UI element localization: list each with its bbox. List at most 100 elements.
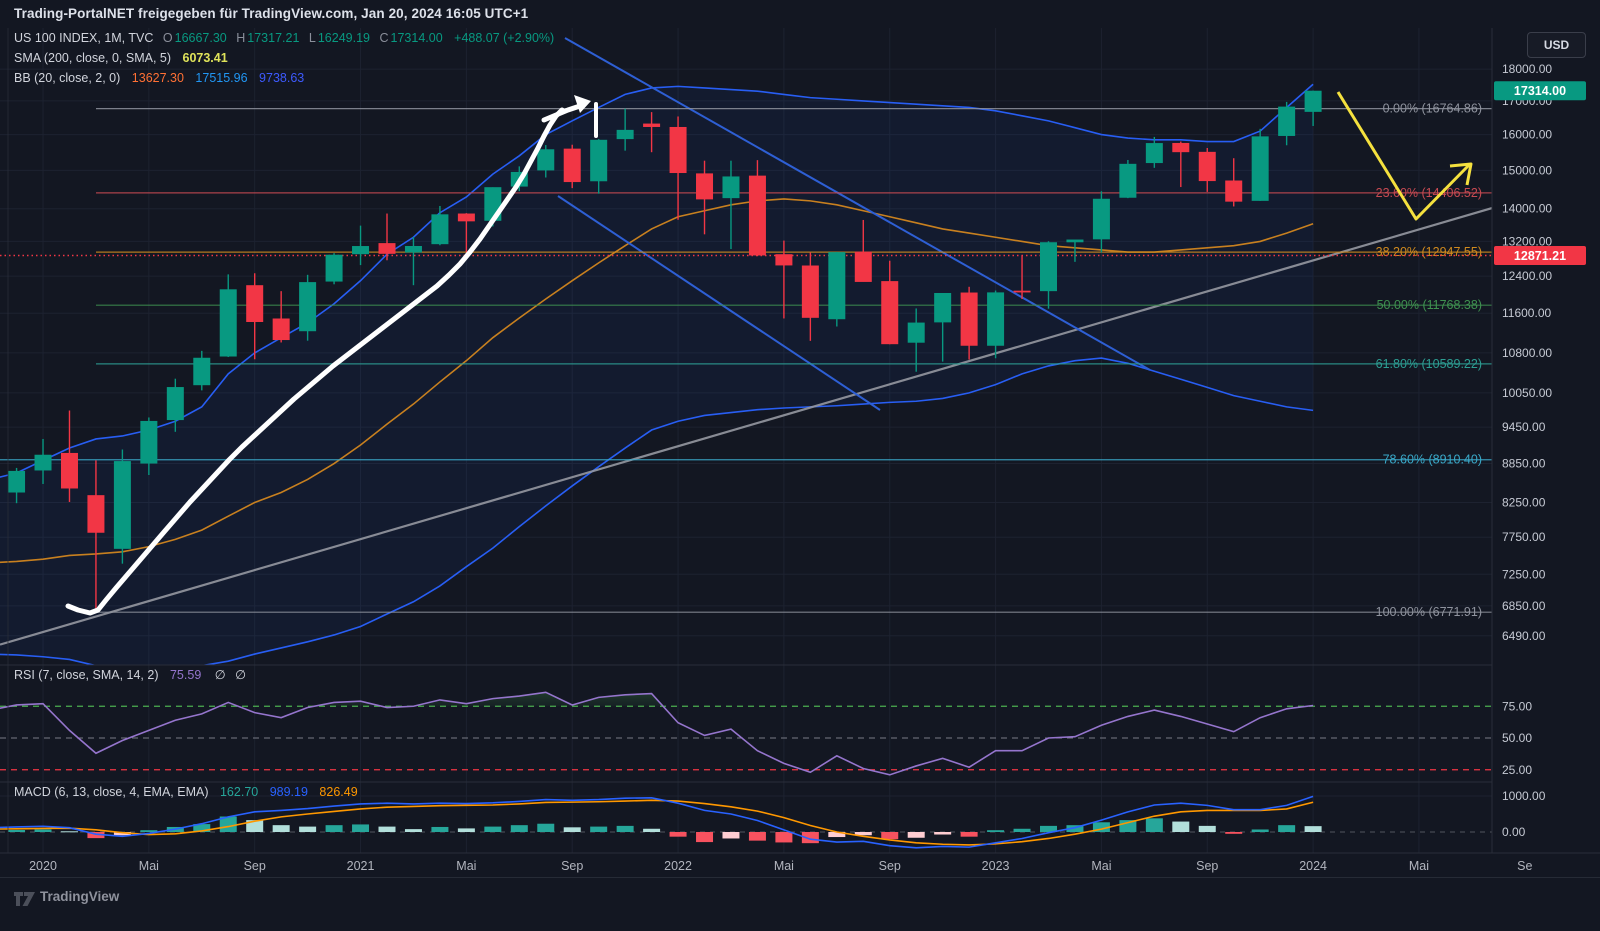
- gray-support-trendline[interactable]: [0, 207, 1492, 646]
- rsi-line: [0, 691, 1314, 776]
- macd-line: [0, 795, 1314, 849]
- candle-body: [87, 495, 105, 533]
- tradingview-logo-icon[interactable]: [13, 890, 37, 908]
- white-brush-trend-drawing[interactable]: [65, 107, 565, 616]
- time-tick-label: Sep: [244, 859, 266, 873]
- axis-tick-label: 6490.00: [1502, 629, 1546, 643]
- macd-histogram-bar: [616, 825, 634, 832]
- macd-histogram-bar: [193, 824, 211, 832]
- candle-body: [669, 126, 687, 174]
- axis-tick-label: 10800.00: [1502, 346, 1552, 360]
- macd-pane[interactable]: [0, 795, 1492, 849]
- axis-tick-label: 50.00: [1502, 731, 1532, 745]
- candle-body: [828, 252, 846, 320]
- badge-price-label: 12871.21: [1514, 249, 1566, 263]
- macd-legend-row[interactable]: MACD (6, 13, close, 4, EMA, EMA) 162.70 …: [14, 785, 358, 799]
- macd-histogram-bar: [563, 827, 581, 832]
- macd-label[interactable]: MACD (6, 13, close, 4, EMA, EMA): [14, 785, 209, 799]
- candle-body: [1066, 239, 1084, 243]
- rsi-pane[interactable]: [0, 691, 1492, 790]
- macd-histogram-bar: [1092, 822, 1110, 832]
- blue-channel-trendline[interactable]: [557, 195, 881, 411]
- window-title-bar: Trading-PortalNET freigegeben für Tradin…: [0, 0, 1600, 28]
- rsi-label[interactable]: RSI (7, close, SMA, 14, 2): [14, 668, 159, 682]
- axis-tick-label: 0.00: [1502, 825, 1526, 839]
- candle-body: [8, 470, 26, 493]
- fib-label: 78.60% (8910.40): [1383, 453, 1482, 467]
- hand-drawings[interactable]: [65, 91, 1473, 616]
- candle-body: [246, 285, 264, 322]
- macd-histogram-bar: [1145, 818, 1163, 832]
- candle-body: [590, 139, 608, 182]
- sma-legend-row[interactable]: SMA (200, close, 0, SMA, 5) 6073.41: [14, 51, 228, 65]
- axis-tick-label: 14000.00: [1502, 202, 1552, 216]
- macd-histogram-bar: [881, 832, 899, 840]
- bb-basis-line: [0, 198, 1314, 564]
- change-value: +488.07 (+2.90%): [454, 31, 555, 45]
- axis-tick-label: 9450.00: [1502, 420, 1546, 434]
- candle-body: [272, 318, 290, 341]
- fib-retracement[interactable]: 0.00% (16764.86) 23.60% (14406.52) 38.20% …: [0, 102, 1492, 620]
- macd-histogram-bar: [1040, 825, 1057, 832]
- candle-body: [431, 214, 449, 245]
- bb-label[interactable]: BB (20, close, 2, 0): [14, 71, 121, 85]
- yellow-forecast-arrow[interactable]: [1336, 91, 1471, 221]
- candle-body: [1278, 106, 1296, 136]
- candle-body: [113, 461, 131, 549]
- macd-histogram-bar: [987, 830, 1005, 832]
- currency-toggle-button[interactable]: USD: [1527, 32, 1586, 58]
- low-label: L: [308, 31, 316, 45]
- time-tick-label: 2023: [982, 859, 1010, 873]
- candle-body: [352, 246, 370, 255]
- macd-histogram-bar: [299, 826, 317, 832]
- fib-label: 0.00% (16764.86): [1383, 102, 1482, 116]
- last-price-badge: [1494, 81, 1586, 101]
- candle-body: [1304, 90, 1322, 112]
- symbol-title[interactable]: US 100 INDEX, 1M, TVC: [14, 31, 154, 45]
- candle-body: [60, 452, 78, 489]
- macd-histogram-bar: [907, 832, 925, 838]
- macd-histogram-bar: [1119, 820, 1137, 832]
- price-pane[interactable]: [0, 37, 1492, 670]
- candle-body: [696, 173, 714, 200]
- fib-label: 50.00% (11768.38): [1377, 298, 1482, 312]
- macd-histogram-bar: [431, 826, 449, 832]
- candle-body: [934, 292, 952, 323]
- badge-price-label: 17314.00: [1514, 84, 1566, 98]
- candle-body: [748, 175, 766, 256]
- candle-body: [1145, 143, 1163, 164]
- time-axis[interactable]: 2020 Mai Sep 2021 Mai Sep 2022 Mai Sep 2023 Mai Sep…: [0, 852, 1600, 877]
- macd-hist-value: 162.70: [219, 785, 259, 799]
- yellow-arrow-head-icon: [1449, 162, 1473, 186]
- candle-body: [801, 265, 819, 318]
- time-tick-label: Sep: [879, 859, 901, 873]
- macd-histogram-bar: [60, 831, 78, 833]
- candle-body: [1225, 180, 1243, 202]
- blue-resistance-trendline[interactable]: [564, 37, 1151, 371]
- rsi-empty-icon: ∅: [235, 668, 247, 682]
- candle-body: [537, 149, 555, 171]
- macd-signal-value: 826.49: [319, 785, 358, 799]
- axis-tick-label: 10050.00: [1502, 386, 1552, 400]
- macd-histogram-bar: [748, 832, 766, 841]
- rsi-legend-row[interactable]: RSI (7, close, SMA, 14, 2) 75.59 ∅ ∅: [14, 667, 246, 682]
- symbol-legend-row[interactable]: US 100 INDEX, 1M, TVC O 16667.30 H 17317.2…: [14, 31, 554, 45]
- axis-tick-label: 8850.00: [1502, 457, 1546, 471]
- bottom-toolbar: TradingView: [0, 877, 1600, 931]
- macd-histogram-bar: [696, 832, 714, 843]
- macd-histogram-bar: [1251, 829, 1269, 832]
- white-arrow-shaft[interactable]: [541, 103, 583, 123]
- bb-legend-row[interactable]: BB (20, close, 2, 0) 13627.30 17515.96 9…: [14, 71, 304, 85]
- sma-label[interactable]: SMA (200, close, 0, SMA, 5): [14, 51, 172, 65]
- time-tick-label: Sep: [561, 859, 583, 873]
- axis-tick-label: 11600.00: [1502, 306, 1551, 320]
- fib-label: 23.60% (14406.52): [1376, 186, 1482, 200]
- tradingview-brand-link[interactable]: TradingView: [40, 889, 120, 904]
- candle-body: [378, 243, 396, 254]
- macd-histogram-bar: [669, 832, 687, 837]
- axis-tick-label: 12400.00: [1502, 269, 1552, 283]
- chart-canvas[interactable]: 0.00% (16764.86) 23.60% (14406.52) 38.20% …: [0, 0, 1600, 877]
- candle-body: [34, 454, 52, 471]
- price-axis[interactable]: 18000.0017000.0016000.0015000.0014000.00…: [1491, 28, 1600, 877]
- axis-tick-label: 6850.00: [1502, 599, 1546, 613]
